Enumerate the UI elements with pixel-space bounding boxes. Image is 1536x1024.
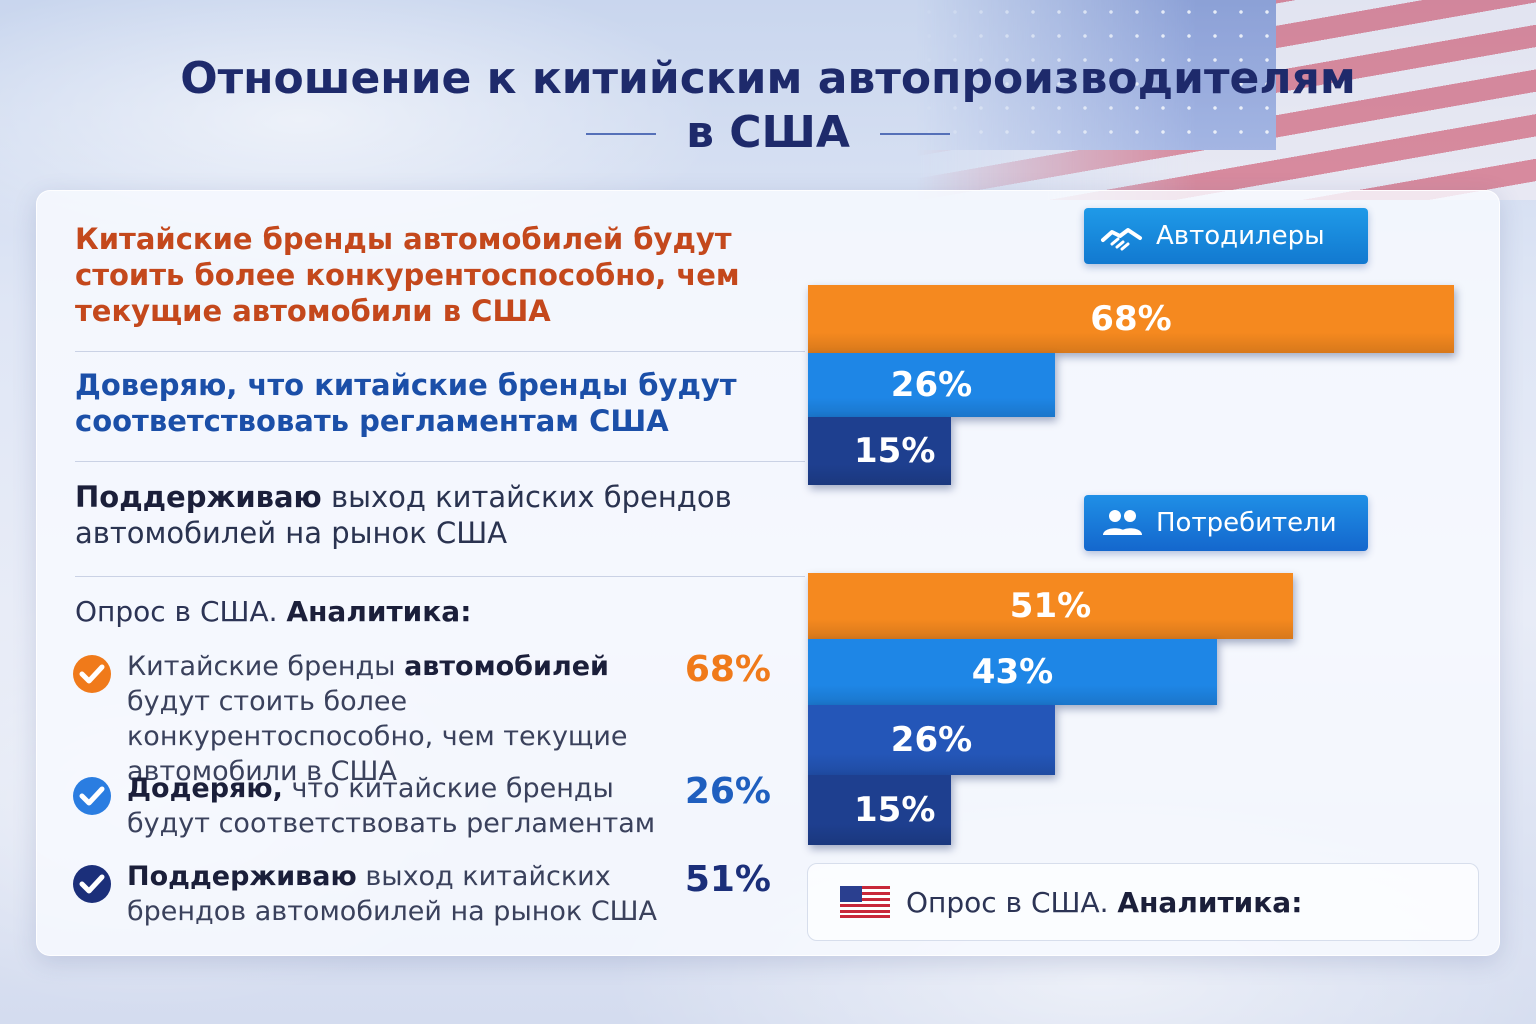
statement-support-bold: Поддерживаю — [75, 480, 322, 514]
footer-text-regular: Опрос в США. — [906, 885, 1118, 919]
statement-trust: Доверяю, что китайские бренды будут соот… — [75, 368, 737, 438]
survey-item-value: 51% — [684, 859, 771, 900]
survey-item-text-part: Китайские бренды — [127, 651, 405, 682]
survey-title-regular: Опрос в США. — [75, 595, 287, 628]
survey-item-text: Китайские бренды автомобилей будут стоит… — [127, 649, 687, 789]
survey-item-text-bold: Додеряю, — [127, 773, 283, 804]
statement-support: Поддерживаю выход китайских брендов авто… — [75, 479, 795, 551]
statement-competitive: Китайские бренды автомобилей будут стоит… — [75, 222, 740, 328]
survey-item-text-bold: автомобилей — [404, 651, 609, 682]
page-title: Отношение к китийским автопроизводителям… — [0, 52, 1536, 160]
survey-item-text: Додеряю, что китайские бренды будут соот… — [127, 771, 687, 841]
survey-item-text-bold: Поддерживаю — [127, 861, 357, 892]
us-flag-background — [916, 0, 1536, 200]
check-circle-icon — [71, 653, 113, 695]
footer-text: Опрос в США. Аналитика: — [906, 886, 1302, 919]
survey-item-value: 26% — [684, 771, 771, 812]
check-circle-icon — [71, 863, 113, 905]
main-panel: Китайские бренды автомобилей будут стоит… — [36, 190, 1500, 956]
check-circle-icon — [71, 775, 113, 817]
divider — [75, 351, 805, 352]
footer-source: Опрос в США. Аналитика: — [807, 863, 1479, 941]
us-flag-icon — [840, 886, 890, 918]
survey-item-text-part: выход китайских брендов автомобилей на р… — [127, 861, 658, 927]
statement-support-rest: выход китайских брендов автомобилей на р… — [75, 480, 732, 550]
legend-tag-dealers: Автодилеры — [1084, 208, 1368, 264]
legend-tag-consumers-label: Потребители — [1156, 508, 1337, 538]
divider — [75, 576, 805, 577]
survey-item-text: Поддерживаю выход китайских брендов авто… — [127, 859, 687, 929]
footer-text-bold: Аналитика: — [1117, 885, 1303, 919]
handshake-icon — [1101, 228, 1142, 251]
title-line-2: в США — [586, 106, 950, 160]
users-icon — [1103, 510, 1142, 535]
divider — [75, 461, 805, 462]
legend-tag-consumers: Потребители — [1084, 495, 1368, 551]
survey-item-text-part: что китайские бренды будут соответствова… — [127, 773, 656, 839]
legend-tag-dealers-label: Автодилеры — [1156, 221, 1325, 251]
title-line-1: Отношение к китийским автопроизводителям — [180, 53, 1356, 104]
survey-title-bold: Аналитика: — [286, 595, 472, 628]
survey-item-value: 68% — [684, 649, 771, 690]
survey-item-text-part: будут стоить более конкурентоспособно, ч… — [127, 686, 628, 787]
survey-title: Опрос в США. Аналитика: — [75, 595, 471, 628]
